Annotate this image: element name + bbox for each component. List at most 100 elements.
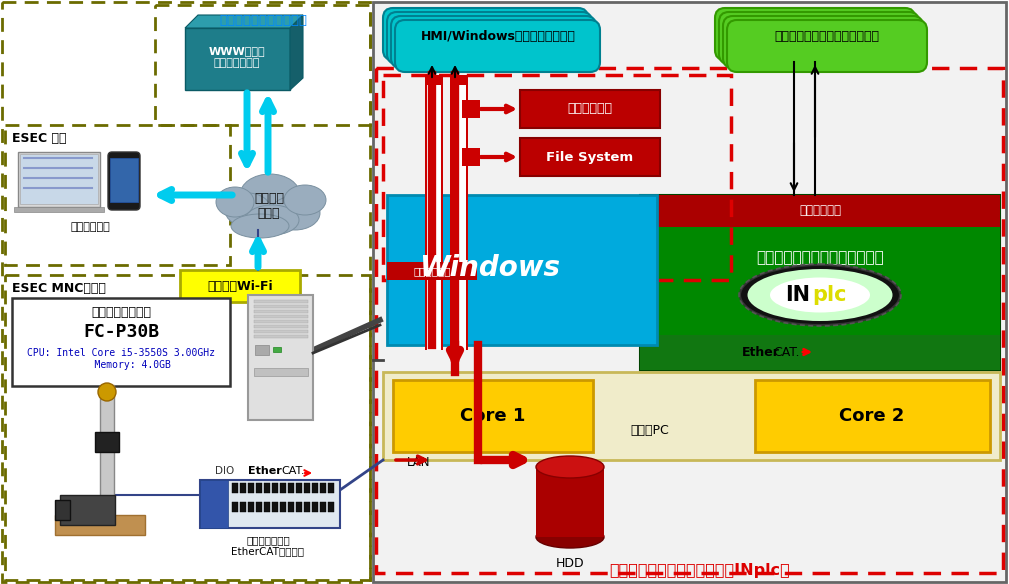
- Bar: [264, 483, 270, 493]
- Bar: [110, 158, 138, 202]
- Text: 産業用PC: 産業用PC: [631, 423, 669, 436]
- Ellipse shape: [240, 174, 300, 216]
- Bar: [462, 148, 480, 166]
- Bar: [55, 515, 145, 535]
- Text: ESEC 会場: ESEC 会場: [12, 132, 67, 145]
- Bar: [640, 335, 1000, 370]
- FancyBboxPatch shape: [108, 152, 140, 210]
- Bar: [2, 2, 370, 582]
- Bar: [14, 207, 104, 212]
- Bar: [376, 68, 1003, 573]
- Text: File System: File System: [547, 151, 634, 164]
- Ellipse shape: [536, 456, 604, 478]
- Bar: [320, 483, 326, 493]
- Bar: [452, 85, 466, 350]
- Bar: [383, 372, 1000, 460]
- Bar: [320, 502, 326, 512]
- Text: HMI/Windowsアプリケーション: HMI/Windowsアプリケーション: [421, 30, 575, 43]
- Ellipse shape: [270, 196, 320, 230]
- Bar: [18, 152, 100, 207]
- Bar: [60, 495, 115, 525]
- Bar: [256, 483, 262, 493]
- Ellipse shape: [284, 185, 326, 215]
- Text: モバイルWi-Fi: モバイルWi-Fi: [207, 280, 272, 293]
- Bar: [272, 502, 278, 512]
- Bar: [180, 270, 300, 302]
- Bar: [393, 380, 593, 452]
- Bar: [12, 298, 230, 386]
- Ellipse shape: [216, 187, 254, 217]
- Bar: [387, 262, 477, 280]
- Bar: [232, 483, 238, 493]
- Bar: [185, 28, 290, 90]
- Ellipse shape: [740, 265, 900, 325]
- Bar: [273, 347, 281, 352]
- Text: Core 2: Core 2: [839, 407, 905, 425]
- FancyBboxPatch shape: [727, 20, 927, 72]
- Bar: [254, 320, 308, 323]
- Bar: [240, 483, 246, 493]
- Bar: [248, 483, 254, 493]
- Text: リアルタイムアプリケーション: リアルタイムアプリケーション: [775, 30, 880, 43]
- Text: トレース機能: トレース機能: [799, 204, 840, 217]
- Text: DIO: DIO: [215, 466, 234, 476]
- Bar: [640, 195, 1000, 370]
- Bar: [100, 385, 114, 505]
- Text: plc: plc: [812, 285, 847, 305]
- Ellipse shape: [748, 269, 893, 321]
- Text: HDD: HDD: [556, 557, 584, 570]
- Text: リアルタイム計測制御エンジン: リアルタイム計測制御エンジン: [756, 251, 884, 266]
- FancyBboxPatch shape: [723, 16, 923, 68]
- Bar: [232, 502, 238, 512]
- Text: モバイル端末: モバイル端末: [70, 222, 110, 232]
- Bar: [272, 483, 278, 493]
- Bar: [248, 295, 313, 420]
- Text: CPU: Intel Core i5-3550S 3.00GHz
    Memory: 4.0GB: CPU: Intel Core i5-3550S 3.00GHz Memory:…: [27, 348, 215, 370]
- Text: CAT.: CAT.: [773, 346, 799, 359]
- Bar: [254, 335, 308, 338]
- Bar: [328, 502, 334, 512]
- Text: IN: IN: [785, 285, 810, 305]
- Ellipse shape: [225, 193, 271, 227]
- Bar: [95, 432, 119, 452]
- Text: LAN: LAN: [407, 456, 431, 468]
- Bar: [254, 310, 308, 313]
- Polygon shape: [290, 15, 303, 90]
- Bar: [281, 483, 286, 493]
- Ellipse shape: [231, 214, 289, 238]
- Text: アルゴシステム
EtherCATスレーブ: アルゴシステム EtherCATスレーブ: [231, 535, 305, 557]
- FancyBboxPatch shape: [715, 8, 915, 60]
- Text: FC-P30B: FC-P30B: [83, 323, 159, 341]
- Bar: [427, 85, 441, 350]
- Bar: [296, 483, 302, 493]
- Text: Windows: Windows: [420, 254, 561, 282]
- FancyBboxPatch shape: [719, 12, 919, 64]
- Bar: [312, 502, 318, 512]
- Bar: [254, 305, 308, 308]
- Bar: [520, 138, 660, 176]
- FancyBboxPatch shape: [391, 16, 596, 68]
- Bar: [462, 100, 480, 118]
- Bar: [55, 500, 70, 520]
- Bar: [20, 154, 98, 204]
- Text: Core 1: Core 1: [460, 407, 526, 425]
- Bar: [387, 195, 657, 345]
- Bar: [425, 75, 443, 350]
- Bar: [520, 90, 660, 128]
- Ellipse shape: [245, 205, 299, 235]
- Ellipse shape: [536, 526, 604, 548]
- Bar: [254, 330, 308, 333]
- Bar: [200, 480, 340, 528]
- Bar: [288, 483, 294, 493]
- Text: トレース機能: トレース機能: [414, 266, 451, 276]
- Bar: [312, 483, 318, 493]
- Bar: [240, 502, 246, 512]
- Bar: [5, 275, 370, 580]
- Text: CAT.: CAT.: [281, 466, 305, 476]
- Text: マイクロネット（茨城）: マイクロネット（茨城）: [219, 14, 307, 27]
- Bar: [248, 502, 254, 512]
- Bar: [254, 300, 308, 303]
- Bar: [255, 345, 269, 355]
- Text: トレーサブルコントローラ（INplc）: トレーサブルコントローラ（INplc）: [609, 563, 790, 578]
- FancyBboxPatch shape: [383, 8, 588, 60]
